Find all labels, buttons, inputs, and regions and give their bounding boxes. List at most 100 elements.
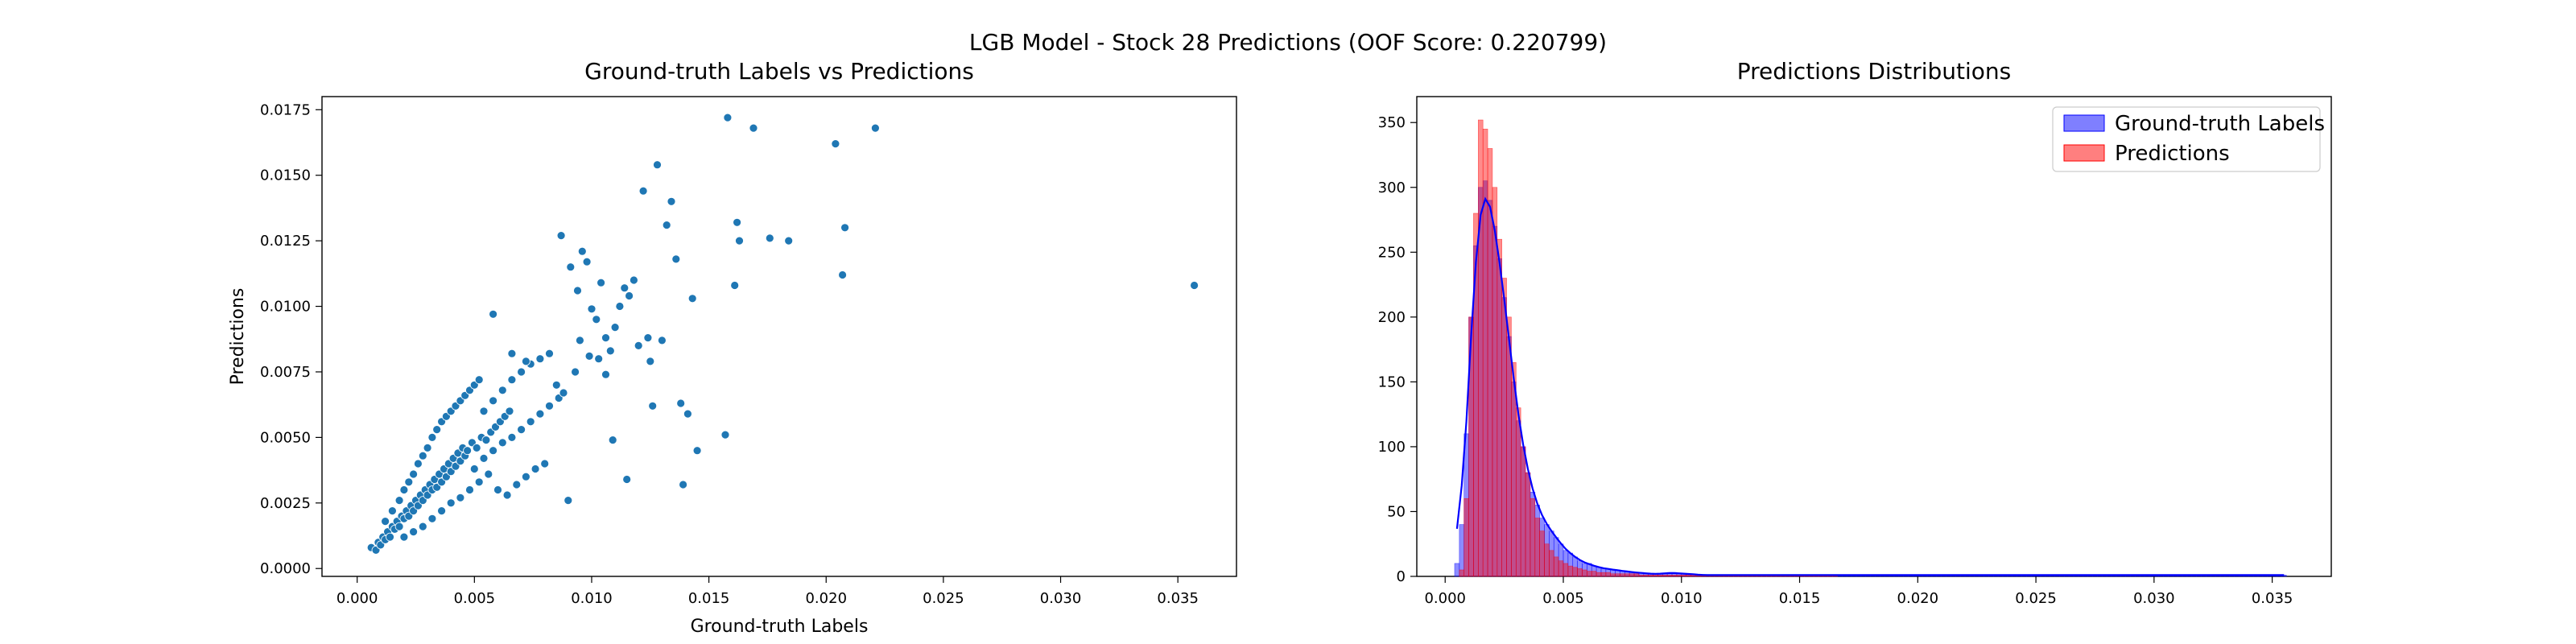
- scatter-point: [517, 425, 526, 434]
- scatter-point: [522, 357, 530, 366]
- scatter-point: [622, 475, 632, 484]
- histogram-bar-predictions: [1605, 572, 1611, 577]
- scatter-point: [507, 375, 517, 385]
- histogram-bar-predictions: [1638, 575, 1645, 577]
- scatter-point: [576, 336, 584, 345]
- scatter-panel: Ground-truth Labels vs Predictions 0.000…: [228, 58, 1237, 637]
- histogram-bar-predictions: [1520, 446, 1526, 577]
- scatter-point: [735, 236, 744, 246]
- scatter-point: [474, 375, 484, 385]
- histogram-bar-predictions: [1676, 575, 1682, 577]
- scatter-point: [526, 417, 535, 427]
- scatter-point: [418, 451, 427, 460]
- histogram-ytick-label: 350: [1378, 114, 1406, 131]
- scatter-point: [749, 123, 758, 133]
- histogram-bar-predictions: [1666, 575, 1673, 577]
- scatter-ytick-label: 0.0075: [260, 364, 311, 381]
- scatter-ytick-label: 0.0125: [260, 233, 311, 250]
- histogram-bar-predictions: [1558, 560, 1564, 577]
- scatter-point: [474, 477, 484, 487]
- scatter-point: [687, 294, 697, 303]
- histogram-bar-predictions: [1615, 573, 1620, 577]
- histogram-bar-predictions: [1643, 575, 1649, 577]
- scatter-point: [720, 430, 730, 440]
- scatter-point: [608, 436, 617, 444]
- scatter-point: [414, 459, 423, 469]
- scatter-point: [394, 496, 404, 505]
- scatter-ytick-label: 0.0050: [260, 429, 311, 446]
- legend-swatch-ground-truth: [2063, 114, 2105, 132]
- scatter-point: [409, 469, 418, 479]
- legend-frame: [2052, 106, 2321, 172]
- scatter-point: [566, 262, 576, 272]
- scatter-point: [423, 444, 432, 452]
- scatter-point: [840, 223, 849, 233]
- scatter-point: [573, 286, 582, 295]
- histogram-bar-predictions: [1686, 575, 1691, 577]
- histogram-legend: Ground-truth Labels Predictions: [2052, 106, 2325, 172]
- scatter-xtick-label: 0.025: [923, 590, 964, 607]
- scatter-point: [456, 493, 465, 502]
- scatter-point: [381, 517, 390, 526]
- histogram-bar-predictions: [1657, 575, 1663, 577]
- scatter-point: [1190, 281, 1199, 290]
- histogram-xtick-label: 0.000: [1424, 590, 1466, 607]
- histogram-ytick-label: 250: [1378, 244, 1406, 261]
- histogram-ytick-label: 200: [1378, 309, 1406, 326]
- histogram-ytick-label: 50: [1387, 503, 1406, 520]
- scatter-ytick-label: 0.0025: [260, 495, 311, 512]
- histogram-bar-predictions: [1648, 575, 1653, 577]
- scatter-point: [479, 454, 489, 463]
- scatter-point: [484, 469, 493, 479]
- scatter-point: [643, 333, 653, 343]
- histogram-bar-predictions: [1620, 573, 1625, 577]
- scatter-xlabel: Ground-truth Labels: [691, 617, 869, 637]
- scatter-point: [505, 407, 514, 416]
- scatter-point: [399, 532, 409, 542]
- histogram-kde: [1455, 196, 2285, 576]
- histogram-ytick-label: 100: [1378, 439, 1406, 456]
- scatter-xtick-label: 0.020: [805, 590, 847, 607]
- histogram-bar-predictions: [1572, 567, 1578, 577]
- scatter-title: Ground-truth Labels vs Predictions: [584, 58, 974, 85]
- histogram-bar-predictions: [1600, 572, 1607, 577]
- histogram-ytick-label: 150: [1378, 374, 1406, 390]
- histogram-bar-ground-truth: [1454, 563, 1460, 577]
- scatter-point: [465, 485, 474, 494]
- histogram-y-axis: 0 50 100 150 200 250 300 350: [1378, 114, 1417, 585]
- scatter-xtick-label: 0.000: [336, 590, 378, 607]
- scatter-xtick-label: 0.015: [688, 590, 730, 607]
- scatter-point: [497, 386, 507, 395]
- scatter-point: [489, 446, 497, 456]
- scatter-xtick-label: 0.010: [571, 590, 613, 607]
- histogram-bar-predictions: [1549, 550, 1554, 577]
- histogram-bar-predictions: [1577, 568, 1583, 577]
- histogram-x-axis: 0.000 0.005 0.010 0.015 0.020 0.025 0.030 0.035: [1424, 576, 2293, 607]
- scatter-point: [625, 291, 634, 300]
- scatter-point: [597, 278, 605, 287]
- histogram-bar-predictions: [1567, 565, 1574, 577]
- histogram-xtick-label: 0.035: [2252, 590, 2293, 607]
- scatter-point: [469, 464, 479, 473]
- scatter-point: [658, 336, 667, 345]
- scatter-point: [409, 527, 418, 536]
- scatter-point: [540, 459, 550, 469]
- scatter-point: [399, 485, 409, 494]
- histogram-title: Predictions Distributions: [1737, 58, 2012, 85]
- histogram-xtick-label: 0.015: [1779, 590, 1821, 607]
- legend-swatch-predictions: [2063, 144, 2105, 162]
- histogram-xtick-label: 0.025: [2015, 590, 2057, 607]
- histogram-bar-predictions: [1530, 498, 1536, 577]
- scatter-point: [386, 532, 394, 542]
- scatter-point: [638, 186, 648, 196]
- scatter-point: [577, 246, 587, 256]
- scatter-point: [446, 498, 456, 508]
- scatter-point: [479, 407, 489, 416]
- scatter-points: [366, 113, 1199, 555]
- scatter-point: [559, 388, 568, 398]
- scatter-point: [394, 522, 404, 531]
- scatter-point: [676, 398, 686, 408]
- scatter-point: [535, 409, 545, 419]
- scatter-point: [564, 496, 573, 505]
